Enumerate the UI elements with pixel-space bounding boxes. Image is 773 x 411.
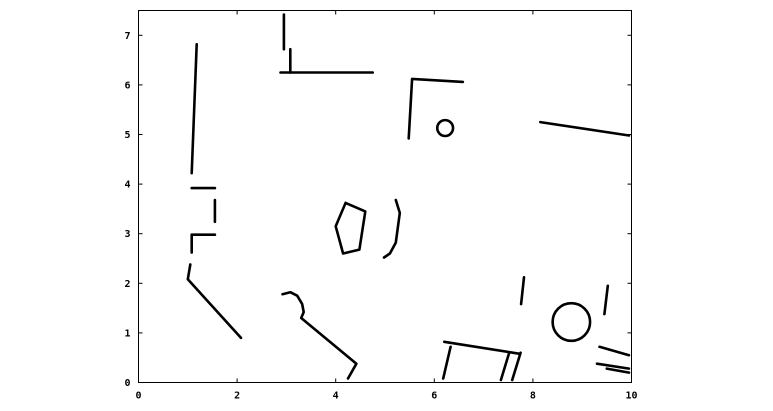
data-line [510,351,522,382]
y-tick-label: 2 [124,279,130,290]
y-tick-label: 7 [124,31,130,42]
y-tick-label: 0 [124,378,130,389]
data-line [190,42,198,175]
y-tick-label: 4 [124,180,130,191]
data-line [538,120,631,137]
data-line [382,198,402,259]
data-line [595,362,631,370]
y-tick-label: 5 [124,130,130,141]
plot-marks [186,13,631,382]
x-tick-label: 0 [135,391,141,402]
x-tick-label: 4 [333,391,339,402]
x-tick-label: 10 [625,391,637,402]
y-tick-label: 3 [124,229,130,240]
data-line [603,284,610,316]
data-circle [435,118,455,138]
axis-ticks [138,10,632,383]
x-tick-label: 8 [530,391,536,402]
data-line [442,340,521,356]
y-tick-label: 1 [124,328,130,339]
data-line [519,275,526,306]
x-tick-label: 2 [234,391,240,402]
data-line [441,345,452,380]
x-axis-tick-labels: 0 2 4 6 8 10 [135,391,637,402]
data-line [186,263,243,340]
data-line [499,351,511,382]
data-circle [551,301,592,343]
plot-frame [138,10,632,383]
y-tick-label: 6 [124,80,130,91]
data-line [407,77,465,140]
data-line [605,367,631,374]
y-axis-tick-labels: 0 1 2 3 4 5 6 7 [124,31,130,389]
data-line [281,290,358,380]
data-line [334,201,367,255]
data-line [598,345,631,357]
x-tick-label: 6 [431,391,437,402]
